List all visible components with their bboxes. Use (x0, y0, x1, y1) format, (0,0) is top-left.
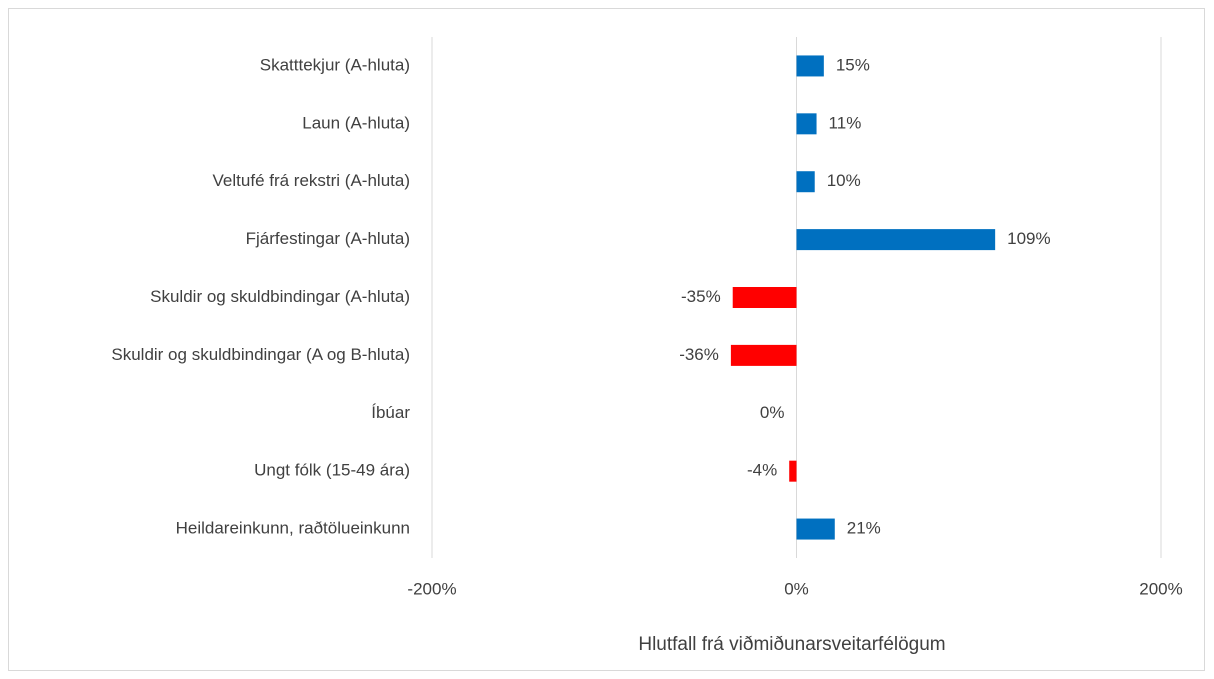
bar (796, 171, 815, 193)
x-tick-label: 0% (784, 579, 809, 598)
bar (796, 229, 996, 251)
data-label: 109% (1007, 229, 1050, 248)
bar (730, 344, 797, 366)
data-label: -4% (747, 461, 777, 480)
data-label: 11% (829, 113, 862, 132)
y-tick-label: Fjárfestingar (A-hluta) (246, 229, 410, 248)
y-tick-label: Laun (A-hluta) (302, 113, 410, 132)
bar (796, 113, 817, 135)
data-label: 0% (760, 403, 785, 422)
chart-border (8, 8, 1205, 671)
data-label: -36% (679, 345, 719, 364)
data-label: 21% (847, 519, 881, 538)
y-tick-label: Skuldir og skuldbindingar (A-hluta) (150, 287, 410, 306)
data-label: 15% (836, 55, 870, 74)
y-tick-label: Ungt fólk (15-49 ára) (254, 461, 410, 480)
y-tick-label: Veltufé frá rekstri (A-hluta) (213, 171, 410, 190)
data-label: 10% (827, 171, 861, 190)
y-tick-label: Skuldir og skuldbindingar (A og B-hluta) (111, 345, 410, 364)
y-tick-label: Heildareinkunn, raðtölueinkunn (176, 519, 410, 538)
x-axis-title: Hlutfall frá viðmiðunarsveitarfélögum (638, 634, 945, 655)
y-tick-label: Íbúar (371, 403, 410, 422)
bar (796, 518, 835, 540)
bar (796, 55, 824, 77)
data-label: -35% (681, 287, 721, 306)
y-tick-label: Skatttekjur (A-hluta) (260, 55, 410, 74)
x-tick-label: 200% (1139, 579, 1182, 598)
bar (789, 460, 797, 482)
x-tick-label: -200% (407, 579, 456, 598)
bar (732, 287, 797, 308)
